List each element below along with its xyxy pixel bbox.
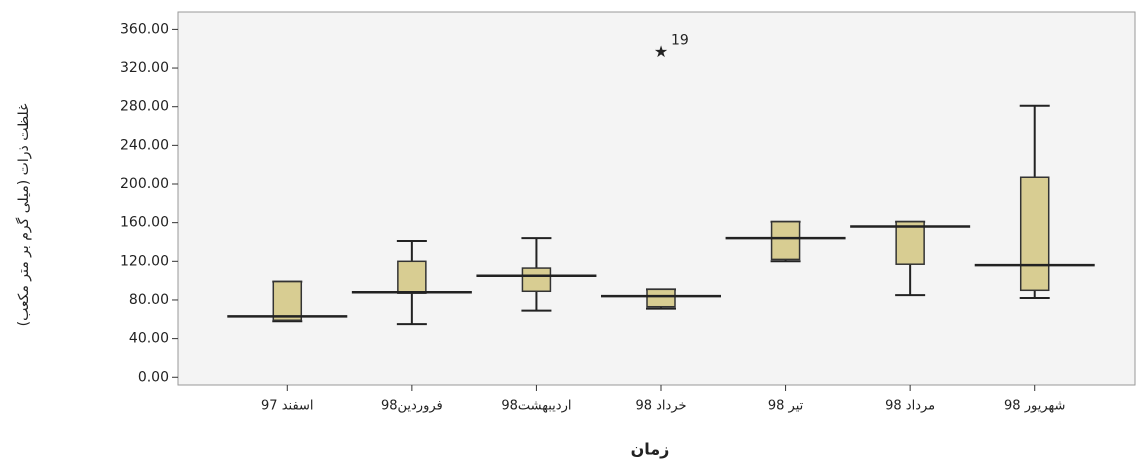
box [272, 280, 303, 322]
y-tick-label: 80.00 [129, 292, 169, 308]
y-tick-label: 280.00 [120, 99, 169, 115]
x-axis-title: زمان [631, 440, 670, 459]
x-tick-label: خرداد 98 [635, 399, 686, 414]
y-tick-label: 360.00 [120, 21, 169, 37]
x-tick-label: فروردین98 [381, 399, 443, 414]
y-tick-label: 40.00 [129, 331, 169, 347]
x-tick-label: تیر 98 [768, 399, 804, 414]
y-tick-label: 0.00 [138, 369, 169, 385]
box [770, 220, 801, 261]
x-tick-label: اردیبهشت98 [501, 399, 571, 414]
y-tick-label: 120.00 [120, 253, 169, 269]
box [397, 260, 427, 294]
y-tick-label: 240.00 [120, 137, 169, 153]
box [895, 220, 925, 265]
box [521, 267, 552, 293]
y-tick-label: 160.00 [120, 215, 169, 231]
outlier-label: 19 [671, 33, 689, 49]
box [1019, 176, 1050, 292]
x-tick-label: شهریور 98 [1004, 399, 1065, 414]
outlier: ★ [654, 42, 668, 61]
x-tick-label: مرداد 98 [885, 399, 935, 414]
box [646, 288, 676, 308]
x-tick-label: اسفند 97 [261, 399, 314, 414]
y-tick-label: 320.00 [120, 60, 169, 76]
plot-area [177, 11, 1136, 386]
y-axis-title: غلظت ذرات (میلی گرم بر متر مکعب) [15, 104, 32, 327]
y-tick-label: 200.00 [120, 176, 169, 192]
